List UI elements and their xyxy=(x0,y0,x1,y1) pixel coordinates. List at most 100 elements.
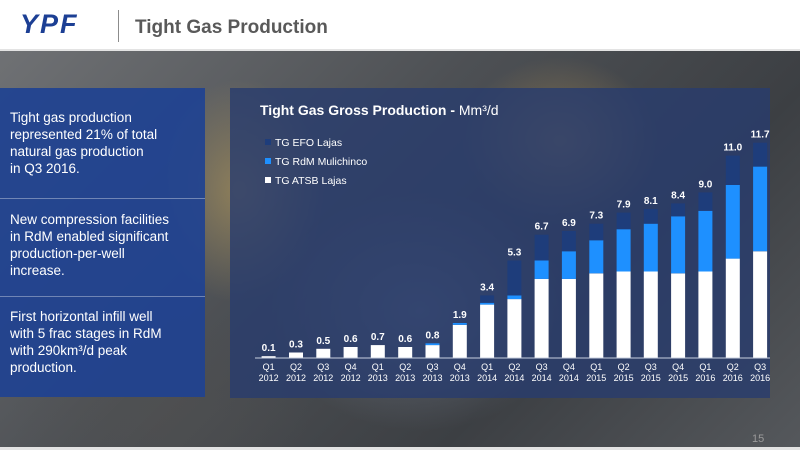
bar-segment xyxy=(480,304,495,358)
data-label: 7.9 xyxy=(617,200,631,211)
bar-segment xyxy=(480,302,495,305)
bar-segment xyxy=(589,223,604,241)
x-tick-quarter: Q1 xyxy=(481,362,493,372)
bar-segment xyxy=(452,323,467,325)
bar-segment xyxy=(452,324,467,358)
chart-title-unit: Mm³/d xyxy=(459,102,499,118)
bar-segment xyxy=(698,192,713,211)
x-tick-quarter: Q4 xyxy=(454,362,466,372)
panel-line: represented 21% of total xyxy=(10,127,158,142)
footer-rule xyxy=(0,447,800,450)
chart-title-main: Tight Gas Gross Production - xyxy=(260,102,459,118)
x-tick-quarter: Q2 xyxy=(618,362,630,372)
legend-label: TG RdM Mulichinco xyxy=(275,156,367,168)
x-tick-year: 2014 xyxy=(559,373,579,383)
data-label: 7.3 xyxy=(589,211,603,222)
x-tick-year: 2015 xyxy=(668,373,688,383)
page-title: Tight Gas Production xyxy=(135,17,328,38)
bar-segment xyxy=(753,251,768,358)
x-tick-quarter: Q1 xyxy=(263,362,275,372)
data-label: 0.5 xyxy=(316,336,330,347)
x-tick-year: 2012 xyxy=(259,373,279,383)
x-tick-year: 2013 xyxy=(395,373,415,383)
x-tick-year: 2013 xyxy=(368,373,388,383)
bar-segment xyxy=(671,273,686,358)
x-tick-year: 2013 xyxy=(422,373,442,383)
panel-line: increase. xyxy=(10,263,65,278)
bar-segment xyxy=(589,240,604,274)
bar-segment xyxy=(698,210,713,272)
data-label: 0.6 xyxy=(344,334,358,345)
x-tick-year: 2012 xyxy=(286,373,306,383)
panel-line: New compression facilities xyxy=(10,212,170,227)
info-panel-infill-well: First horizontal infill well with 5 frac… xyxy=(0,296,205,397)
data-label: 8.1 xyxy=(644,196,658,207)
bar-segment xyxy=(698,271,713,358)
data-label: 0.1 xyxy=(262,343,276,354)
data-label: 0.8 xyxy=(426,330,440,341)
data-label: 1.9 xyxy=(453,310,467,321)
bar-segment xyxy=(507,260,522,296)
data-label: 6.9 xyxy=(562,218,576,229)
data-label: 11.0 xyxy=(723,143,742,154)
data-label: 9.0 xyxy=(698,179,712,190)
bar-segment xyxy=(753,166,768,252)
data-label: 11.7 xyxy=(751,130,770,141)
chart-panel: Tight Gas Gross Production - Mm³/d TG EFO… xyxy=(230,88,770,398)
bar-segment xyxy=(343,347,358,358)
data-label: 0.3 xyxy=(289,340,303,351)
x-tick-year: 2015 xyxy=(586,373,606,383)
x-tick-quarter: Q4 xyxy=(672,362,684,372)
bar-segment xyxy=(725,185,740,259)
panel-line: with 5 frac stages in RdM xyxy=(10,326,162,341)
x-tick-year: 2013 xyxy=(450,373,470,383)
bar-segment xyxy=(643,271,658,358)
x-tick-quarter: Q2 xyxy=(290,362,302,372)
legend-swatch xyxy=(265,158,271,164)
header-rule xyxy=(0,49,800,51)
x-tick-quarter: Q3 xyxy=(317,362,329,372)
bar-segment xyxy=(425,345,440,358)
bar-segment xyxy=(534,260,549,279)
x-tick-year: 2012 xyxy=(341,373,361,383)
header-bar: YPF Tight Gas Production xyxy=(0,0,800,51)
panel-line: with 290km³/d peak xyxy=(10,343,128,358)
x-tick-quarter: Q1 xyxy=(372,362,384,372)
panel-line: First horizontal infill well xyxy=(10,309,153,324)
info-panel-share: Tight gas production represented 21% of … xyxy=(0,88,205,198)
bar-segment xyxy=(616,212,631,230)
bar-segment xyxy=(616,271,631,358)
x-tick-quarter: Q2 xyxy=(727,362,739,372)
chart-title: Tight Gas Gross Production - Mm³/d xyxy=(260,102,499,118)
bar-segment xyxy=(671,203,686,217)
x-tick-year: 2014 xyxy=(477,373,497,383)
panel-line: natural gas production xyxy=(10,144,144,159)
bar-segment xyxy=(561,251,576,279)
x-tick-year: 2014 xyxy=(504,373,524,383)
info-panel-compression: New compression facilities in RdM enable… xyxy=(0,198,205,296)
x-tick-year: 2016 xyxy=(750,373,770,383)
x-tick-quarter: Q1 xyxy=(590,362,602,372)
panel-line: Tight gas production xyxy=(10,110,132,125)
x-tick-year: 2014 xyxy=(532,373,552,383)
x-tick-year: 2015 xyxy=(614,373,634,383)
bar-segment xyxy=(725,155,740,185)
x-tick-quarter: Q4 xyxy=(563,362,575,372)
bar-segment xyxy=(507,295,522,300)
data-label: 5.3 xyxy=(507,248,521,259)
x-tick-quarter: Q4 xyxy=(345,362,357,372)
x-tick-quarter: Q3 xyxy=(536,362,548,372)
legend-swatch xyxy=(265,177,271,183)
x-tick-quarter: Q2 xyxy=(399,362,411,372)
bar-segment xyxy=(561,278,576,358)
legend-swatch xyxy=(265,139,271,145)
data-label: 6.7 xyxy=(535,222,549,233)
bar-segment xyxy=(725,258,740,358)
x-tick-quarter: Q3 xyxy=(754,362,766,372)
x-tick-quarter: Q2 xyxy=(508,362,520,372)
bar-segment xyxy=(261,356,276,358)
bar-segment xyxy=(425,343,440,346)
data-label: 3.4 xyxy=(480,282,494,293)
data-label: 8.4 xyxy=(671,190,685,201)
x-tick-year: 2016 xyxy=(723,373,743,383)
